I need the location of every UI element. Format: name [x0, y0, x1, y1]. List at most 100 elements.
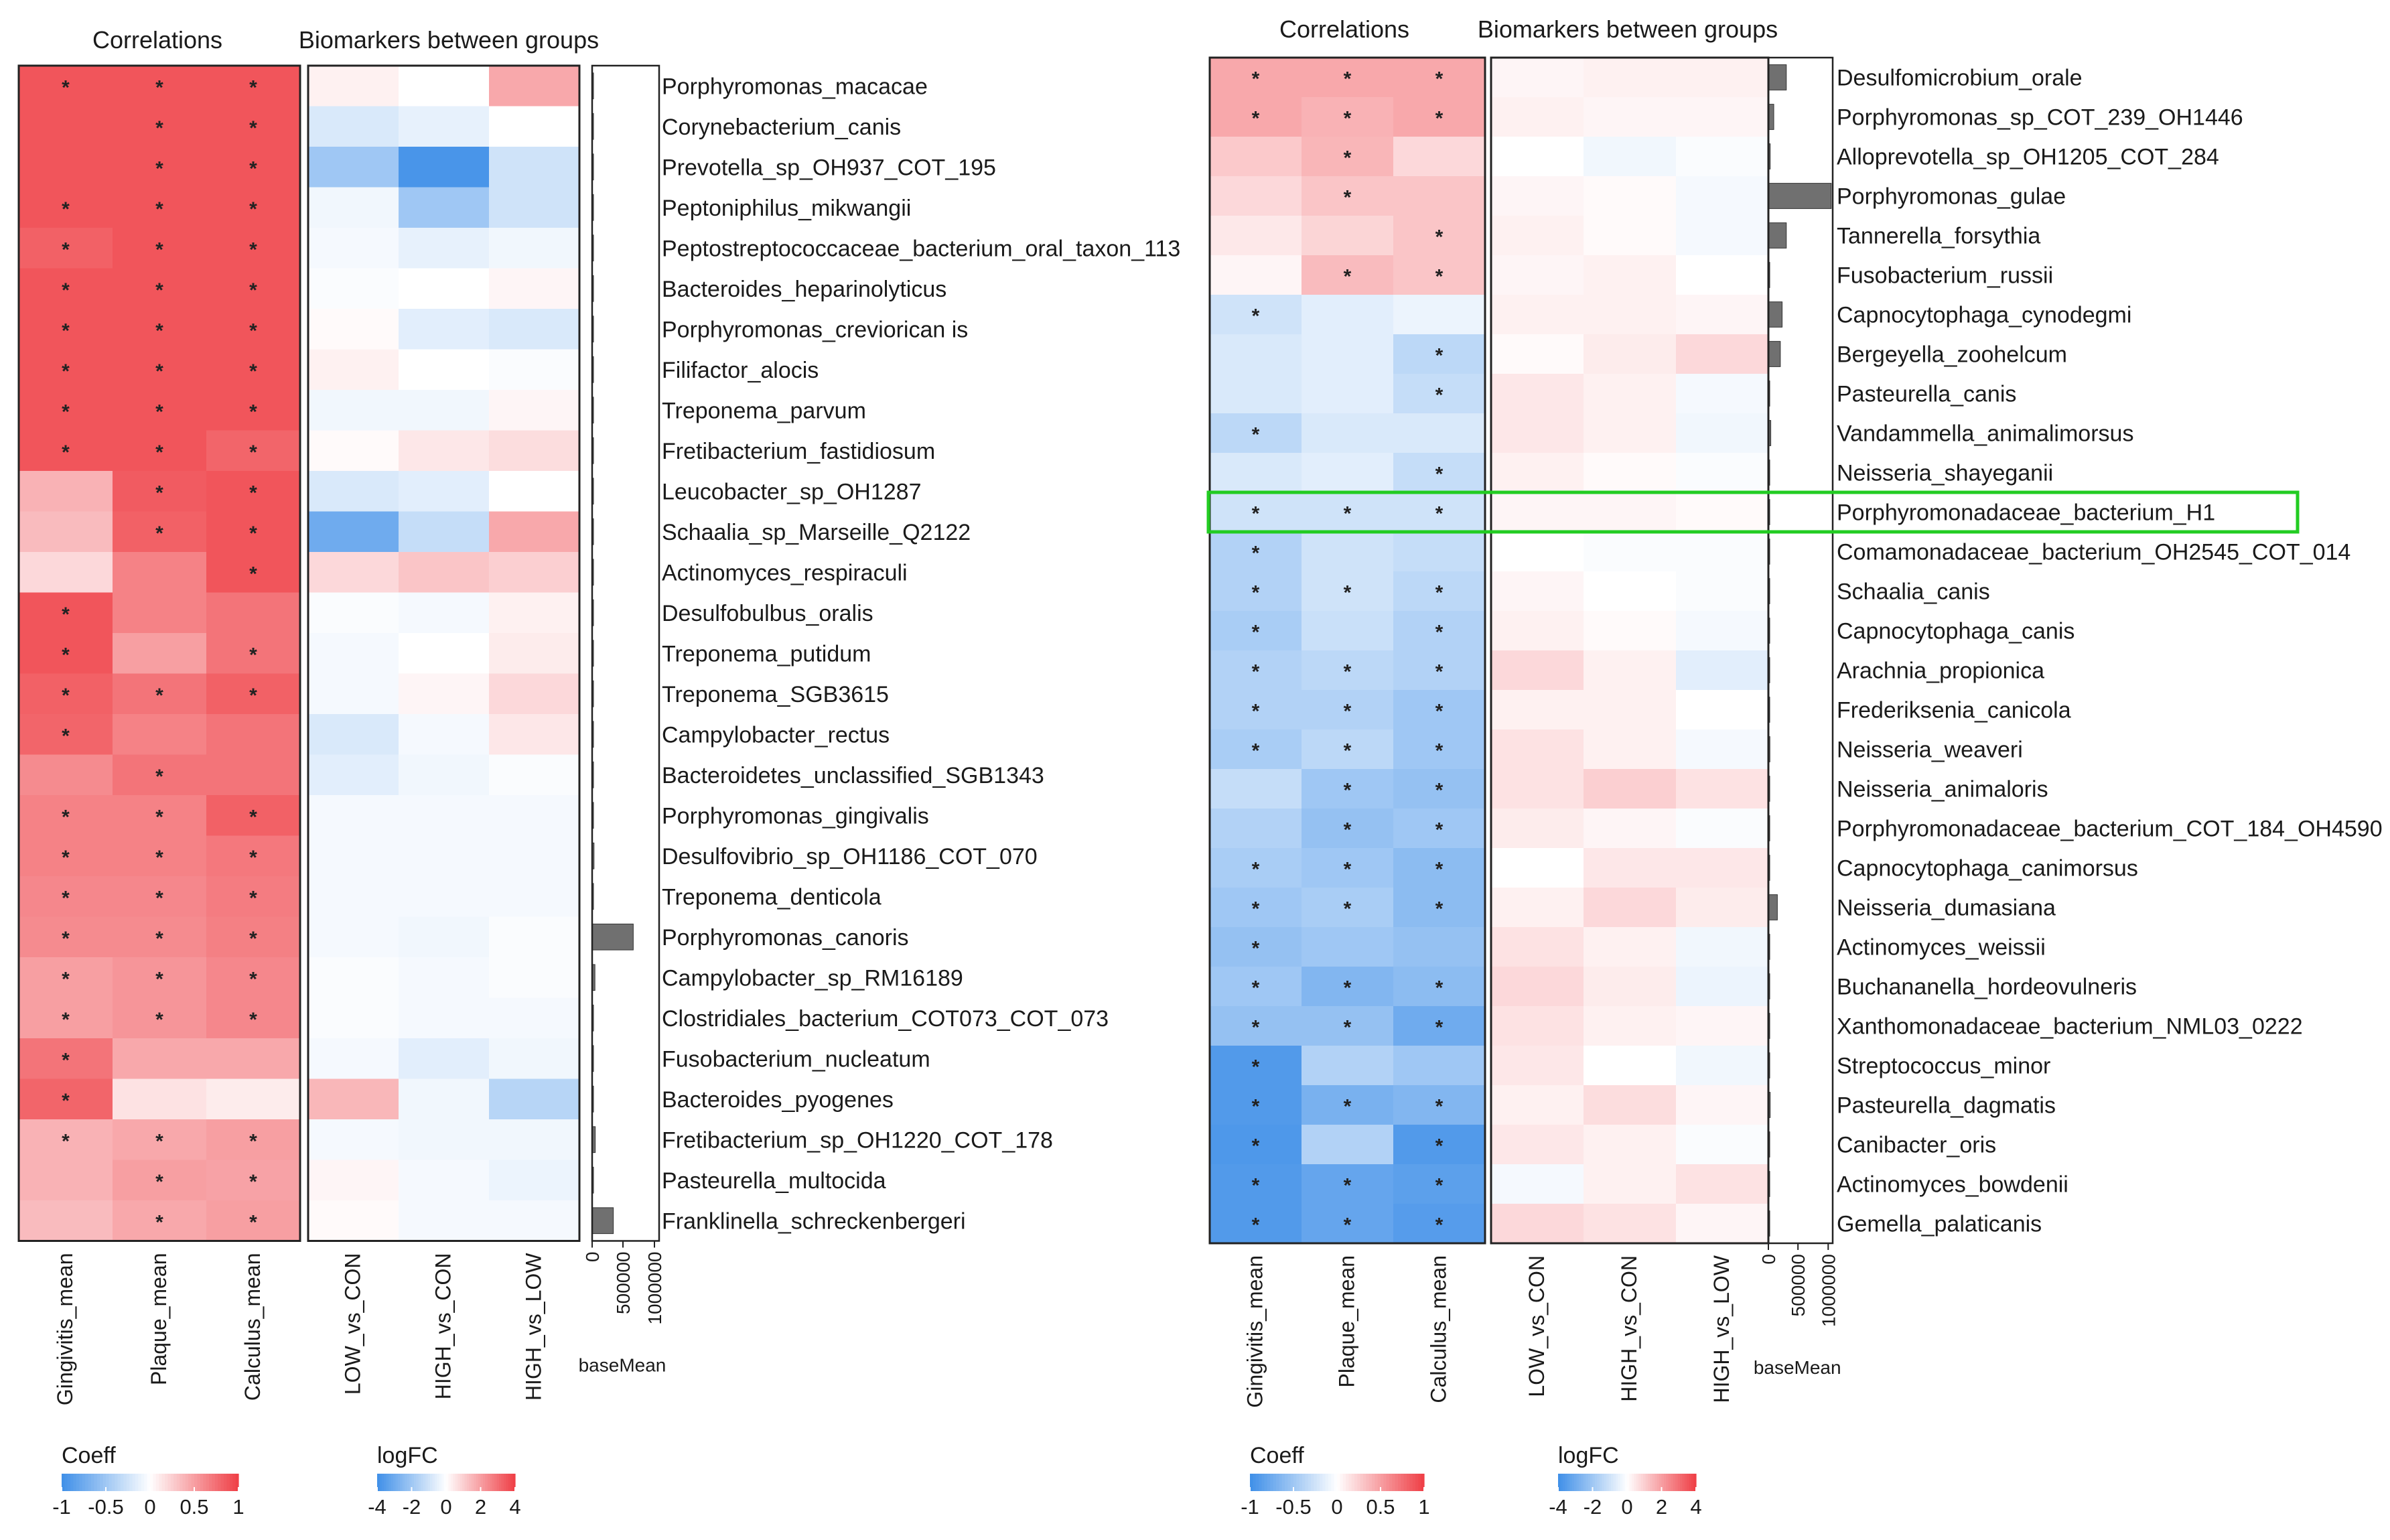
logfc-cell — [1491, 334, 1584, 374]
corr-cell — [1210, 571, 1302, 612]
corr-cell — [1302, 967, 1394, 1007]
corr-cell — [113, 714, 207, 756]
logfc-legend-swatch — [487, 1474, 490, 1491]
logfc-legend-swatch — [432, 1474, 435, 1491]
logfc-cell — [1584, 848, 1677, 888]
logfc-legend-swatch — [498, 1474, 502, 1491]
significance-marker: * — [155, 1211, 163, 1233]
logfc-cell — [399, 754, 490, 796]
corr-cell — [1210, 927, 1302, 967]
corr-cell — [1210, 1164, 1302, 1204]
coeff-legend-swatch — [1403, 1474, 1407, 1491]
corr-cell — [1393, 216, 1486, 256]
corr-cell — [206, 552, 301, 593]
coeff-legend-swatch — [138, 1474, 142, 1491]
taxon-label: Filifactor_alocis — [662, 358, 819, 383]
logfc-legend-swatch — [462, 1474, 466, 1491]
significance-marker: * — [155, 360, 163, 382]
corr-cell — [19, 390, 113, 431]
taxon-label: Neisseria_animaloris — [1837, 777, 2048, 802]
significance-marker: * — [62, 887, 70, 909]
logfc-cell — [308, 592, 399, 634]
taxon-label: Capnocytophaga_canimorsus — [1837, 856, 2138, 882]
correlation-frame — [1208, 56, 1486, 1245]
logfc-cell — [489, 147, 580, 188]
coeff-legend-swatch — [1293, 1474, 1297, 1491]
coeff-legend-title: Coeff — [62, 1443, 116, 1468]
significance-marker: * — [62, 76, 70, 98]
logfc-cell — [308, 268, 399, 309]
significance-marker: * — [1252, 977, 1260, 999]
taxon-label: Frederiksenia_canicola — [1837, 698, 2071, 723]
coeff-legend-swatch — [1281, 1474, 1285, 1491]
corr-cell — [19, 633, 113, 675]
coeff-legend-swatch — [155, 1474, 159, 1491]
logfc-cell — [1584, 1164, 1677, 1204]
significance-marker: * — [155, 1009, 163, 1031]
corr-cell — [206, 471, 301, 512]
logfc-cell — [489, 268, 580, 309]
corr-cell — [206, 592, 301, 634]
taxon-label: Leucobacter_sp_OH1287 — [662, 479, 922, 504]
taxon-label: Capnocytophaga_canis — [1837, 619, 2075, 644]
corr-cell — [1302, 255, 1394, 295]
coeff-legend-swatch — [1285, 1474, 1288, 1491]
corr-cell — [113, 106, 207, 147]
taxon-label: Tannerella_forsythia — [1837, 224, 2040, 249]
corr-cell — [19, 714, 113, 756]
logfc-cell — [489, 511, 580, 553]
logfc-legend-swatch — [469, 1474, 472, 1491]
logfc-cell — [489, 228, 580, 269]
significance-marker: * — [1435, 819, 1444, 841]
coeff-legend-swatch — [100, 1474, 104, 1491]
logfc-legend-title: logFC — [1558, 1443, 1619, 1468]
logfc-legend-swatch — [1687, 1474, 1690, 1491]
logfc-legend-swatch — [1682, 1474, 1685, 1491]
logfc-cell — [1584, 97, 1677, 137]
logfc-cell — [1584, 532, 1677, 572]
coeff-legend-swatch — [1415, 1474, 1419, 1491]
logfc-cell — [308, 1038, 399, 1080]
significance-marker: * — [1435, 1214, 1444, 1237]
logfc-cell — [1584, 1046, 1677, 1086]
corr-cell — [206, 147, 301, 188]
corr-cell — [1393, 374, 1486, 414]
taxon-label: Actinomyces_weissii — [1837, 935, 2046, 961]
taxon-label: Pasteurella_canis — [1837, 382, 2016, 407]
significance-marker: * — [62, 198, 70, 220]
corr-cell — [19, 957, 113, 999]
significance-marker: * — [62, 1130, 70, 1152]
corr-cell — [113, 471, 207, 512]
logfc-legend-swatch — [389, 1474, 392, 1491]
corr-cell — [206, 673, 301, 715]
coeff-legend-swatch — [123, 1474, 127, 1491]
coeff-legend-swatch — [229, 1474, 233, 1491]
significance-marker: * — [155, 928, 163, 950]
logfc-legend-tick-label: 0 — [440, 1495, 451, 1519]
significance-marker: * — [1252, 305, 1260, 328]
significance-marker: * — [1435, 661, 1444, 683]
logfc-legend-swatch — [478, 1474, 482, 1491]
coeff-legend-swatch — [203, 1474, 207, 1491]
coeff-legend-swatch — [1270, 1474, 1274, 1491]
logfc-cell — [1676, 1085, 1769, 1125]
basemean-label: baseMean — [579, 1355, 666, 1376]
logfc-cell — [1491, 967, 1584, 1007]
logfc-cell — [489, 633, 580, 675]
logfc-cell — [308, 147, 399, 188]
corr-cell — [1210, 967, 1302, 1007]
corr-cell — [206, 268, 301, 309]
coeff-legend-swatch — [62, 1474, 65, 1491]
logfc-cell — [308, 714, 399, 756]
logfc-legend-swatch — [1604, 1474, 1607, 1491]
significance-marker: * — [1344, 859, 1352, 881]
logfc-cell — [1491, 611, 1584, 651]
significance-marker: * — [155, 887, 163, 909]
significance-marker: * — [249, 1211, 257, 1233]
logfc-legend-swatch — [474, 1474, 477, 1491]
corr-cell — [1210, 690, 1302, 730]
corr-cell — [1393, 453, 1486, 493]
logfc-cell — [1676, 729, 1769, 770]
basemean-bar — [1768, 222, 1787, 249]
corr-cell — [1210, 413, 1302, 453]
